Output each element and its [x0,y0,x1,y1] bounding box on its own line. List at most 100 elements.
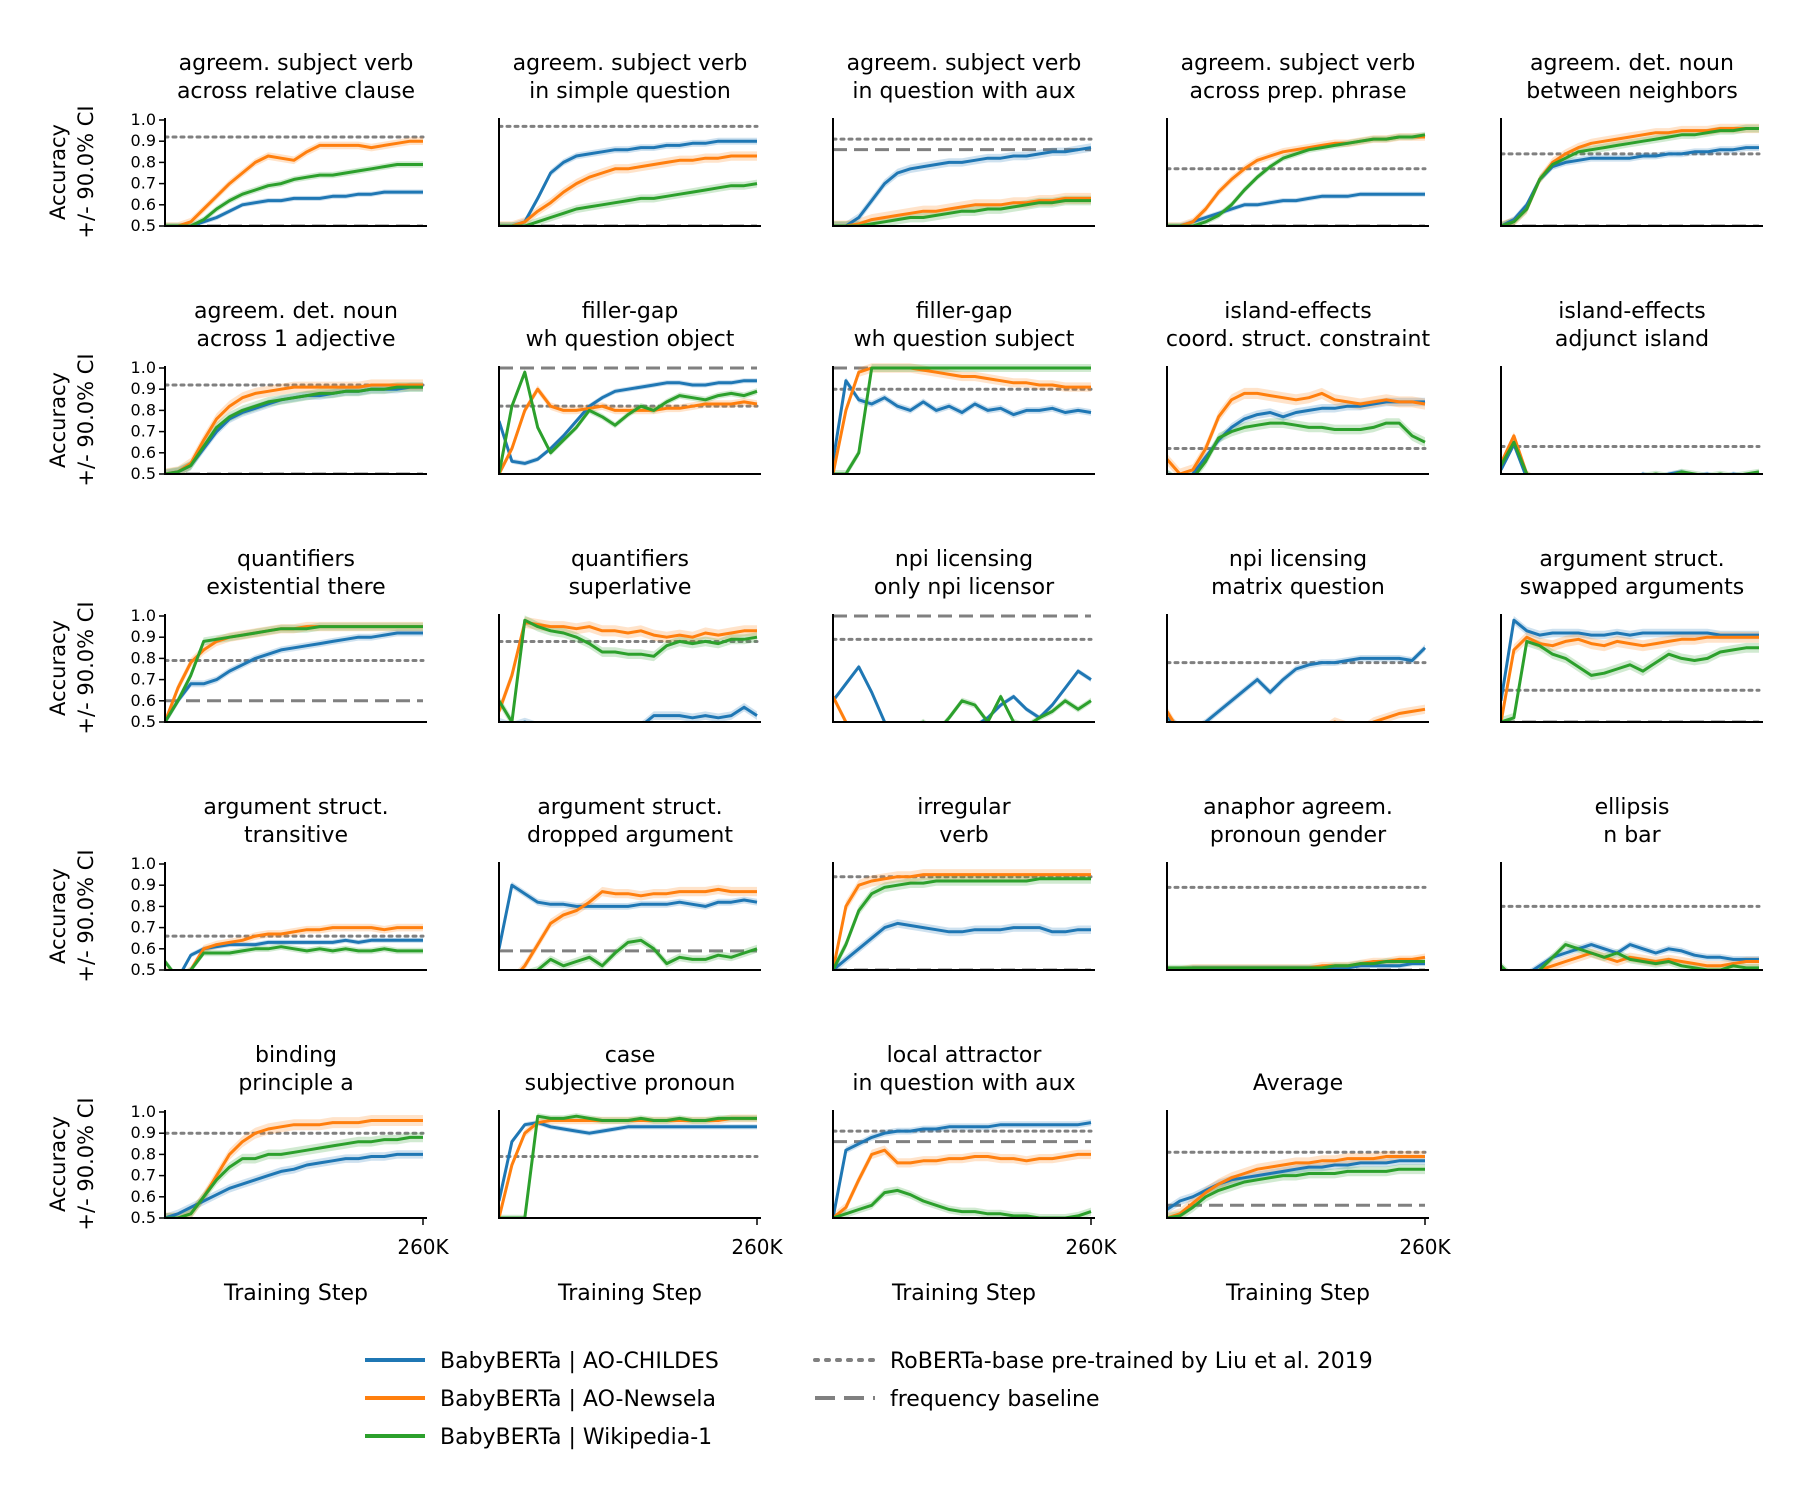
panel-title-line: argument struct. [1539,547,1724,572]
ci-band-2 [499,616,757,717]
panel-14: npi licensing matrix question [1166,547,1429,723]
y-tick-label: 0.9 [131,875,156,894]
y-tick-label: 0.6 [131,939,156,958]
panel-8: filler-gap wh question subject [832,299,1095,475]
plot-area [1167,1150,1427,1218]
panel-title-line: island-effects [1224,299,1371,324]
panel-title-line: wh question object [526,327,735,352]
panel-title-line: agreem. det. noun [194,299,398,324]
y-tick-label: 0.5 [131,712,156,731]
series-line-1 [1501,618,1759,702]
panel-title-line: agreem. subject verb [513,51,748,76]
legend: BabyBERTa | AO-CHILDES BabyBERTa | AO-New… [365,1349,1373,1450]
panel-12: quantifiers superlative [498,547,761,723]
y-tick-label: 0.6 [131,443,156,462]
panel-title: irregular verb [917,795,1011,848]
panel-title-line: argument struct. [203,795,388,820]
y-tick-label: 0.7 [131,1166,156,1185]
ci-band-1 [833,919,1091,970]
y-tick-label: 0.5 [131,960,156,979]
series-line-2 [833,1148,1091,1218]
x-tick-label: 260K [397,1235,449,1259]
y-axis-label-line: +/- 90.0% CI [74,849,98,982]
series-line-2 [165,139,423,226]
y-tick-label: 0.6 [131,691,156,710]
ci-band-1 [499,702,757,722]
series-line-3 [165,385,423,474]
series-line-2 [1167,707,1426,722]
series-line-1 [1167,646,1427,722]
series-line-3 [1167,721,1169,722]
ci-band-2 [499,151,757,226]
y-tick-label: 0.5 [131,1208,156,1227]
series-line-3 [1501,440,1760,474]
y-axis-label-line: +/- 90.0% CI [74,353,98,486]
series-line-3 [833,199,1091,226]
series-line-2 [499,387,758,474]
panel-title: npi licensing only npi licensor [874,547,1055,600]
y-tick-label: 0.5 [131,216,156,235]
ci-band-1 [1501,144,1759,226]
plot-area [165,923,425,970]
panel-title-line: across 1 adjective [197,327,396,352]
series-line-3 [499,182,758,226]
panel-title: argument struct. transitive [203,795,388,848]
panel-title: ellipsis n bar [1595,795,1670,848]
series-line-1 [1501,442,1759,474]
ci-band-3 [1501,940,1759,970]
series-line-1 [499,883,758,950]
panel-title-line: verb [939,823,989,848]
series-line-3 [165,625,423,722]
y-axis-label-line: Accuracy [46,372,70,468]
panel-title: agreem. subject verb across relative clau… [177,51,415,104]
y-tick-label: 1.0 [131,358,156,377]
panel-2: agreem. subject verb in simple question [498,51,761,227]
ci-band-1 [165,1150,423,1218]
panel-13: npi licensing only npi licensor [832,547,1095,723]
x-tick-label: 260K [1065,1235,1117,1259]
y-tick-label: 1.0 [131,854,156,873]
series-line-2 [833,873,1091,970]
ci-band-3 [1167,718,1170,722]
y-tick-label: 1.0 [131,606,156,625]
series-line-3 [1167,421,1426,474]
legend-label-1: BabyBERTa | AO-CHILDES [440,1349,719,1374]
plot-area [833,363,1093,474]
x-axis-label: Training Step [557,1281,702,1306]
series-line-1 [499,1121,757,1202]
plot-area [1167,885,1427,970]
y-axis-label-line: +/- 90.0% CI [74,1097,98,1230]
panel-title: argument struct. swapped arguments [1520,547,1744,600]
y-axis-label: Accuracy +/- 90.0% CI [46,849,98,982]
series-line-1 [165,190,423,226]
series-line-3 [1501,127,1759,226]
panel-title-line: principle a [238,1071,353,1096]
panel-title-line: across relative clause [177,79,415,104]
ci-band-2 [1167,387,1425,474]
series-line-3 [499,1114,757,1218]
x-tick-label: 260K [1399,1235,1451,1259]
series-line-2 [1501,434,1530,474]
y-axis-label: Accuracy +/- 90.0% CI [46,1097,98,1230]
panel-23: local attractor in question with aux 260K T… [832,1043,1118,1306]
panel-title-line: quantifiers [237,547,355,572]
panel-title-line: coord. struct. constraint [1166,327,1431,352]
panel-title-line: filler-gap [916,299,1013,324]
panel-16: argument struct. transitive 0.5 0.6 0.7 0.8 0.… [46,795,427,983]
series-line-3 [165,1135,423,1218]
series-line-2 [165,926,423,970]
panel-title-line: anaphor agreem. [1203,795,1393,820]
panel-title: agreem. subject verb in question with aux [847,51,1082,104]
plot-area [165,135,425,226]
ci-band-3 [165,1132,423,1218]
legend-baseline-label-2: frequency baseline [890,1387,1099,1412]
panel-title: argument struct. dropped argument [527,795,733,848]
plot-area [1167,387,1427,474]
series-line-1 [165,1152,423,1218]
series-line-3 [1501,943,1759,970]
series-line-3 [833,1188,1092,1218]
panel-title-line: filler-gap [582,299,679,324]
y-tick-label: 0.6 [131,1187,156,1206]
panel-title-line: pronoun gender [1210,823,1387,848]
ci-band-3 [1167,131,1425,226]
